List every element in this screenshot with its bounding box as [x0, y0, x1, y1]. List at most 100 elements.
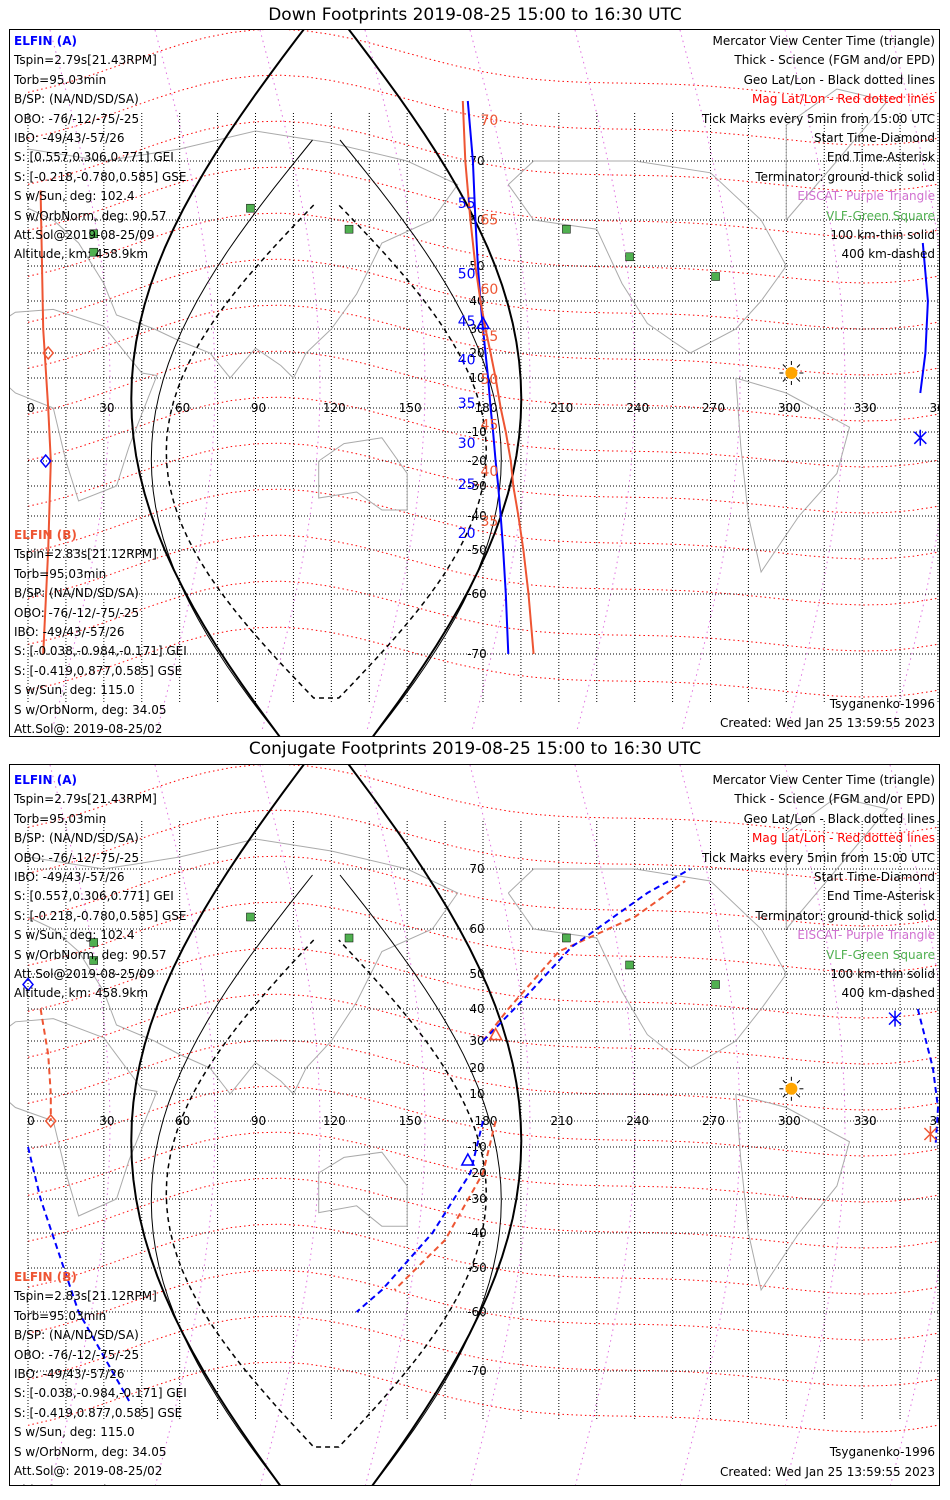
end-asterisk: [913, 429, 927, 446]
coast-outline: [785, 88, 889, 221]
mag-lat-line: [27, 947, 939, 1019]
mag-lat-line: [27, 1361, 939, 1433]
lat-tick-label: 10: [469, 371, 484, 385]
legend-item: Geo Lat/Lon - Black dotted lines: [743, 811, 935, 826]
coast-outline: [507, 160, 787, 354]
sc-info-line: Torb=95.03min: [14, 811, 107, 826]
terminator-400km: [165, 204, 488, 699]
sc-info-line: Tspin=2.83s[21.12RPM]: [14, 1289, 157, 1304]
legend-item: Geo Lat/Lon - Black dotted lines: [743, 72, 935, 87]
vlf-square: [562, 933, 571, 943]
end-asterisk: [888, 1010, 902, 1027]
tick-label-sc-a: 25: [458, 477, 476, 493]
lon-tick-label: 300: [778, 401, 801, 415]
model-label: Tsyganenko-1996: [829, 1445, 935, 1459]
lon-tick-label: 150: [399, 401, 422, 415]
legend-item: End Time-Asterisk: [826, 889, 935, 904]
legend-item: Mag Lat/Lon - Red dotted lines: [751, 92, 935, 107]
track-sc-a: [916, 1008, 939, 1148]
lon-tick-label: 210: [550, 1114, 573, 1128]
sc-info-line: S w/OrbNorm, deg: 90.57: [14, 947, 167, 962]
panel-1-title: Down Footprints 2019-08-25 15:00 to 16:3…: [268, 5, 682, 25]
sc-info-line: Torb=95.03min: [14, 566, 107, 581]
sc-info-line: Torb=95.03min: [14, 1308, 107, 1323]
lat-tick-label: -10: [467, 1140, 487, 1154]
coastlines: [10, 796, 889, 1292]
coastlines: [10, 88, 889, 574]
sc-info-line: Att.Sol@: 2019-08-25/02: [14, 1463, 163, 1478]
track-sc-b-edge: [39, 190, 52, 655]
sc-info-line: B/SP: (NA/ND/SD/SA): [14, 831, 139, 846]
sc-info-line: Altitude, km: 458.9km: [14, 247, 149, 262]
sc-info-line: OBO: -76/-12/-75/-25: [14, 111, 140, 126]
mag-lat-line: [27, 488, 939, 560]
sc-info-line: S w/Sun, deg: 115.0: [14, 683, 135, 698]
mag-lat-line: [27, 626, 939, 698]
mag-lat-line: [27, 1085, 939, 1157]
mag-lat-line: [27, 1269, 939, 1341]
tick-label-sc-a: 50: [458, 266, 476, 282]
sc-info-line: S: [0.557,0.306,0.771] GEI: [14, 889, 174, 904]
tick-label-sc-b: 40: [480, 464, 498, 480]
lon-tick-label: 180: [475, 1114, 498, 1128]
tick-label-sc-b: 70: [480, 113, 498, 129]
mag-lat-line: [27, 993, 939, 1065]
vlf-square: [711, 272, 720, 281]
mag-lat-line: [27, 765, 939, 835]
legend-item: Mercator View Center Time (triangle): [712, 34, 935, 48]
sc-info-line: Att.Sol@2019-08-25/09: [14, 966, 155, 981]
lat-tick-label: -70: [467, 647, 487, 661]
sc-info-line: S w/OrbNorm, deg: 34.05: [14, 702, 167, 717]
tick-label-sc-a: 35: [458, 396, 476, 412]
vlf-square: [344, 224, 354, 234]
track-sc-b: [393, 1120, 497, 1291]
legend-item: Mercator View Center Time (triangle): [712, 773, 935, 787]
end-asterisk: [923, 1126, 937, 1142]
legend-item: 400 km-dashed: [841, 986, 935, 1001]
legend-item: Tick Marks every 5min from 15:00 UTC: [701, 850, 935, 865]
sc-info-line: Att.Sol@: 2019-08-25/02: [14, 721, 163, 736]
sc-info-line: S w/Sun, deg: 102.4: [14, 928, 135, 943]
sc-info-line: S w/OrbNorm, deg: 90.57: [14, 208, 167, 223]
sc-info-line: OBO: -76/-12/-75/-25: [14, 850, 140, 865]
coast-outline: [735, 1093, 851, 1292]
footprint-tracks: [22, 868, 939, 1402]
start-diamond: [44, 1113, 57, 1129]
track-sc-a-edge: [919, 242, 929, 394]
sc-info-line: S w/Sun, deg: 102.4: [14, 189, 135, 204]
vlf-stations: [89, 203, 720, 281]
sc-info-line: S: [-0.419,0.877,0.585] GSE: [14, 1405, 183, 1420]
vlf-square: [625, 960, 634, 970]
lon-tick-label: 240: [626, 1114, 649, 1128]
lat-tick-label: -40: [467, 509, 487, 523]
sc-info-line: Tspin=2.83s[21.12RPM]: [14, 547, 157, 562]
track-sc-b: [461, 100, 535, 655]
lat-tick-label: -40: [467, 1226, 487, 1240]
tick-label-sc-a: 45: [458, 314, 476, 330]
terminator-100km: [150, 139, 502, 736]
geo-grid: [27, 113, 939, 702]
lat-tick-label: -30: [467, 1192, 487, 1206]
created-label: Created: Wed Jan 25 13:59:55 2023: [720, 716, 935, 730]
lat-tick-label: 30: [469, 1034, 484, 1048]
legend-item: 100 km-thin solid: [830, 227, 935, 242]
lon-tick-label: 360: [930, 401, 940, 415]
legend: Mercator View Center Time (triangle) Thic…: [702, 771, 935, 1004]
lat-tick-label: -20: [467, 1166, 487, 1180]
sc-info-line: IBO: -49/43/-57/26: [14, 869, 125, 884]
sc-info-line: S: [-0.218,-0.780,0.585] GSE: [14, 908, 187, 923]
tick-label-sc-b: 55: [480, 329, 498, 345]
lat-tick-label: 60: [469, 213, 484, 227]
mag-lon-line: [259, 30, 321, 731]
sc-info-line: S: [-0.038,-0.984,-0.171] GEI: [14, 644, 187, 659]
lon-tick-label: 90: [251, 1114, 266, 1128]
sc-name: ELFIN (B): [14, 1270, 77, 1284]
lon-tick-label: 0: [27, 401, 35, 415]
lon-tick-label: 30: [99, 401, 114, 415]
mag-lat-line: [27, 30, 939, 100]
legend-item: VLF-Green Square: [826, 208, 935, 223]
sc-info-line: Torb=95.03min: [14, 72, 107, 87]
lat-tick-label: 70: [469, 862, 484, 876]
sc-info-line: S: [-0.038,-0.984,-0.171] GEI: [14, 1386, 187, 1401]
coast-outline: [10, 1018, 158, 1217]
